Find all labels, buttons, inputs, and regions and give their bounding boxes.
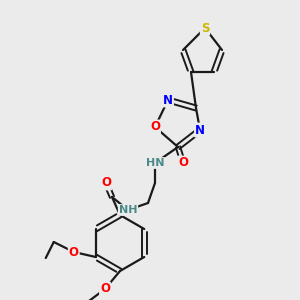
Text: N: N — [195, 124, 205, 136]
Text: O: O — [178, 157, 188, 169]
Text: O: O — [69, 245, 79, 259]
Text: S: S — [201, 22, 209, 34]
Text: N: N — [163, 94, 173, 106]
Text: O: O — [150, 121, 160, 134]
Text: O: O — [101, 176, 111, 190]
Text: O: O — [100, 283, 110, 296]
Text: NH: NH — [119, 205, 137, 215]
Text: HN: HN — [146, 158, 164, 168]
